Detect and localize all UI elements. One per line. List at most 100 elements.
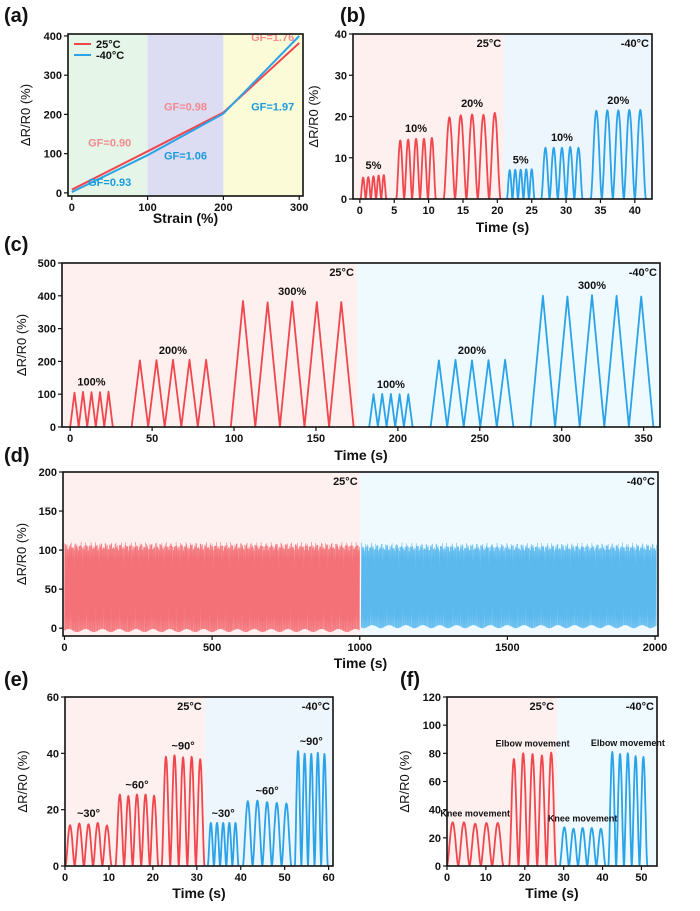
y-tick-label: 0 (56, 188, 62, 200)
x-tick-label: 250 (471, 433, 489, 445)
cycle-group (442, 111, 502, 199)
y-tick-label: 0 (50, 422, 56, 434)
group-label: 200% (159, 345, 187, 357)
panel-f: (f) 25°C -40°C Knee movement Elbow movement K… (397, 669, 665, 901)
y-tick-label: 200 (38, 356, 56, 368)
x-axis-label: Time (s) (334, 655, 387, 671)
plot-area (71, 35, 300, 193)
x-tick-label: 200 (389, 433, 407, 445)
x-tick-label: 0 (62, 872, 68, 884)
y-tick-label: 500 (38, 258, 56, 270)
cycle-group (359, 174, 388, 199)
series-line-minus40c (360, 542, 657, 629)
group-label: ~30° (212, 808, 235, 820)
x-tick-label: 40 (629, 205, 641, 217)
y-tick-label: 60 (47, 692, 59, 704)
cycle-group (206, 822, 240, 866)
y-tick-label: 60 (429, 777, 441, 789)
plot-area (447, 751, 649, 866)
plot-area (64, 541, 657, 633)
x-tick-label: 30 (191, 872, 203, 884)
y-tick-label: 100 (44, 149, 62, 161)
cycle-group (293, 750, 329, 866)
panel-label: (f) (400, 669, 420, 691)
y-tick-label: 0 (435, 861, 441, 873)
x-tick-label: 0 (357, 205, 363, 217)
cycle-group (69, 390, 114, 427)
plot-area (69, 294, 655, 427)
y-tick-label: 100 (38, 389, 56, 401)
group-label: ~90° (300, 736, 323, 748)
x-tick-label: 300 (553, 433, 571, 445)
group-label: Knee movement (440, 808, 510, 818)
group-label: ~30° (77, 808, 100, 820)
strain-zone (68, 34, 148, 196)
x-tick-label: 0 (67, 433, 73, 445)
cycle-group (130, 358, 216, 427)
cycle-group (429, 358, 515, 427)
y-axis-label: ΔR/R0 (%) (14, 523, 29, 585)
x-tick-label: 350 (634, 433, 652, 445)
y-tick-label: 0 (341, 194, 347, 206)
x-tick-label: 50 (635, 872, 647, 884)
x-tick-label: 20 (491, 205, 503, 217)
temperature-region (356, 263, 660, 427)
y-tick-label: 120 (423, 692, 441, 704)
y-tick-label: 50 (45, 584, 57, 596)
cycle-group (368, 393, 414, 427)
panel-label: (a) (4, 5, 28, 27)
y-tick-label: 100 (423, 720, 441, 732)
cycle-group (508, 751, 557, 866)
x-tick-label: 40 (596, 872, 608, 884)
y-tick-label: 0 (53, 861, 59, 873)
group-label: 100% (377, 379, 405, 391)
gauge-factor-label: GF=1.06 (164, 151, 207, 163)
x-tick-label: 50 (146, 433, 158, 445)
y-tick-label: 0 (51, 623, 57, 635)
gauge-factor-label: GF=0.98 (164, 101, 207, 113)
group-label: 20% (461, 98, 483, 110)
cycle-group (506, 168, 536, 199)
x-tick-label: 0 (444, 872, 450, 884)
strain-zone (147, 34, 224, 196)
x-tick-label: 10 (480, 872, 492, 884)
panel-label: (b) (340, 5, 366, 27)
x-tick-label: 30 (558, 872, 570, 884)
x-tick-label: 100 (225, 433, 243, 445)
y-tick-label: 30 (335, 70, 347, 82)
legend-label: -40°C (96, 50, 124, 62)
cycle-group (540, 146, 584, 199)
plot-area (359, 109, 647, 199)
cycle-group (65, 822, 113, 866)
region-label: 25°C (529, 701, 554, 713)
y-tick-label: 150 (39, 506, 57, 518)
x-tick-label: 60 (322, 872, 334, 884)
x-tick-label: 100 (138, 202, 156, 214)
strain-zone (223, 34, 303, 196)
group-label: 10% (551, 132, 573, 144)
cycle-group (447, 821, 505, 866)
y-axis-label: ΔR/R0 (%) (397, 750, 412, 812)
x-tick-label: 0 (69, 202, 75, 214)
x-tick-label: 10 (422, 205, 434, 217)
group-label: 5% (513, 154, 529, 166)
cycle-group (589, 109, 647, 199)
group-label: ~60° (256, 786, 279, 798)
group-label: Knee movement (548, 813, 618, 823)
plot-frame (64, 696, 334, 867)
plot-frame (61, 262, 661, 428)
x-axis-label: Time (s) (525, 885, 578, 901)
group-label: ~60° (125, 779, 148, 791)
group-label: 20% (607, 95, 629, 107)
panel-b: (b) 25°C -40°C 5% 10% 20% 5% 10% 20% 0 5 10 15 20 25 30… (306, 5, 653, 235)
y-tick-label: 100 (39, 545, 57, 557)
gauge-factor-label: GF=0.90 (88, 138, 131, 150)
group-label: 300% (578, 280, 606, 292)
panel-label: (e) (4, 669, 28, 691)
x-tick-label: 0 (61, 642, 67, 654)
panel-label: (c) (4, 234, 28, 256)
region-label: -40°C (621, 38, 649, 50)
cycle-group (529, 294, 655, 427)
y-tick-label: 40 (335, 29, 347, 41)
